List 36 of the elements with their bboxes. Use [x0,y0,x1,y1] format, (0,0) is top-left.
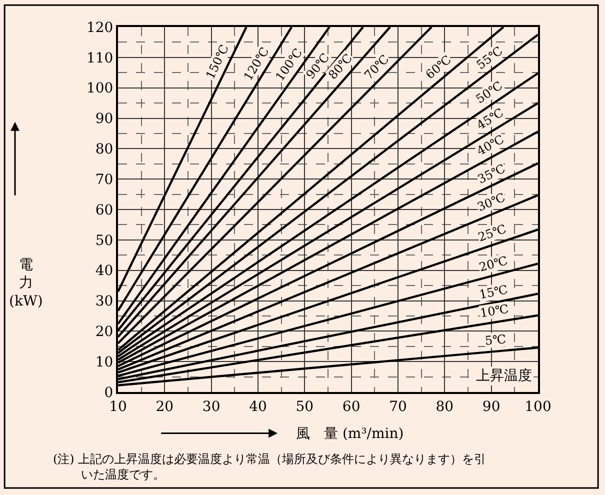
x-tick-label: 30 [202,398,220,415]
y-tick-label: 30 [95,294,114,310]
text: 10℃ [479,302,510,320]
text: 30℃ [475,190,508,214]
y-tick-label: 0 [104,384,114,401]
y-tick-label: 20 [95,324,114,340]
x-tick-label: 50 [296,398,314,415]
text: 40℃ [474,132,506,158]
x-tick-label: 80 [436,398,454,415]
x-tick-label: 40 [249,398,267,415]
y-tick-label: 120 [86,20,114,36]
x-tick-label: 70 [389,398,407,415]
y-tick-label: 50 [95,232,114,249]
x-tick-label: 10 [109,398,127,415]
text: 45℃ [474,106,506,132]
y-axis-title: 電力(kW) [9,257,43,310]
x-tick-label: 100 [524,398,552,415]
y-tick-label: 110 [86,50,114,66]
y-tick-label: 60 [95,202,114,218]
y-tick-label: 100 [86,80,114,97]
text: 25℃ [476,222,508,244]
x-tick-label: 60 [342,398,360,415]
y-tick-label: 80 [95,142,114,158]
text: 20℃ [478,253,509,274]
legend-title: 上昇温度 [476,368,532,384]
text: 5℃ [484,332,507,348]
text: (注) 上記の上昇温度は必要温度より常温（場所及び条件により異なります）を引いた温度です。 [53,452,486,482]
y-tick-label: 90 [95,111,114,128]
x-tick-label: 20 [156,398,174,415]
text: 35℃ [476,161,508,186]
y-tick-label: 70 [95,172,114,188]
x-axis-title: 風 量 (m³/min) [296,426,404,442]
y-tick-label: 40 [95,263,114,280]
text: 15℃ [478,282,509,302]
y-tick-label: 10 [95,354,114,370]
x-tick-label: 90 [482,398,500,415]
